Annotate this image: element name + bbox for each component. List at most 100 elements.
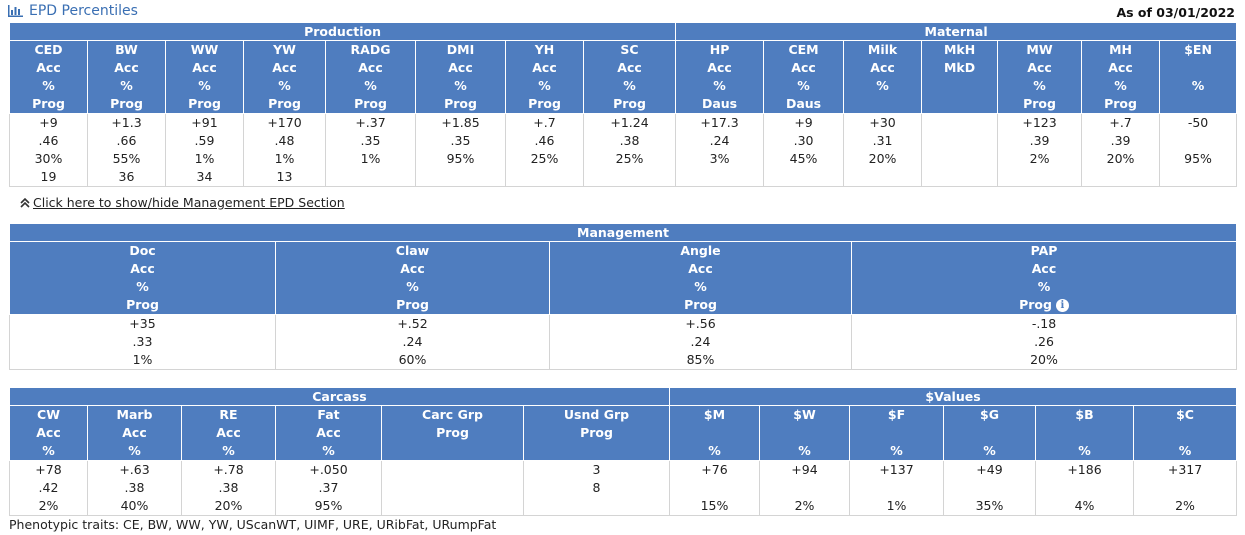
header-line [382,442,523,460]
carcass-values-table: Carcass $Values CW Acc% Marb Acc% RE Acc% Fat A… [9,387,1238,516]
column-header-usnd-grp[interactable]: Usnd Grp Prog [523,405,670,461]
value-line [670,479,759,497]
value-cell-pap: -.18 .26 20% [850,314,1238,370]
value-line: .39 [1029,133,1050,148]
header-line: Acc [1027,60,1052,75]
value-line: .24 [690,334,711,349]
value-line: 34 [196,169,213,184]
column-header-dollar-f[interactable]: $F% [849,405,944,461]
column-header-dmi[interactable]: DMI Acc% Prog [415,40,506,114]
column-header-dollar-b[interactable]: $B% [1035,405,1134,461]
value-line: 95% [446,151,475,166]
header-line: Daus [785,96,822,111]
value-line: 1% [274,151,295,166]
column-header-doc[interactable]: Doc Acc% Prog [9,241,276,315]
header-line: % [322,443,335,458]
value-line: 20% [1106,151,1135,166]
header-line: CEM [788,42,819,57]
header-line: HP [709,42,730,57]
value-line: 95% [314,498,343,513]
info-icon[interactable]: i [1055,299,1069,312]
value-line [524,497,669,515]
column-header-yw[interactable]: YW Acc% Prog [243,40,326,114]
column-header-hp[interactable]: HP Acc% Daus [675,40,765,114]
value-line [1160,168,1236,186]
header-line: % [1033,78,1046,93]
header-line: % [364,78,377,93]
header-line: % [876,78,889,93]
header-line: Acc [114,60,139,75]
header-line: % [708,443,721,458]
group-header-management: Management [8,223,1238,242]
value-line: +9 [794,115,813,130]
header-line: Acc [36,425,61,440]
value-line: +.63 [119,462,150,477]
header-line: Acc [216,425,241,440]
column-header-sc[interactable]: SC Acc% Prog [582,40,677,114]
column-header-yh[interactable]: YH Acc% Prog [505,40,584,114]
header-line: Carc Grp [422,407,483,422]
value-line: 35% [975,498,1004,513]
column-header-bw[interactable]: BW Acc% Prog [87,40,166,114]
value-line: +30 [869,115,896,130]
column-header-angle[interactable]: Angle Acc% Prog [549,241,852,315]
value-line: 20% [868,151,897,166]
header-line: Acc [707,60,732,75]
column-header-ww[interactable]: WW Acc% Prog [165,40,244,114]
column-header-marb[interactable]: Marb Acc% [87,405,182,461]
header-line: Prog [1104,96,1137,111]
value-line: 1% [194,151,215,166]
value-line: 20% [214,498,243,513]
toggle-label: Click here to show/hide Management EPD S… [33,195,345,210]
column-header-milk[interactable]: Milk Acc% [843,40,923,114]
value-line: +.7 [1109,115,1132,130]
header-line: $EN [1184,42,1212,57]
value-line: +317 [1167,462,1203,477]
group-header-values: $Values [668,387,1238,406]
column-header-dollar-w[interactable]: $W% [759,405,850,461]
value-line: 85% [686,352,715,367]
column-header-re[interactable]: RE Acc% [181,405,276,461]
value-cell-carc-grp [381,460,524,516]
value-line: 13 [276,169,293,184]
value-line: .33 [132,334,153,349]
value-cell-dollar-w: +94 2% [759,460,850,516]
column-header-radg[interactable]: RADG Acc% Prog [325,40,416,114]
value-line: +49 [976,462,1003,477]
column-header-mkh[interactable]: MkH MkD [921,40,999,114]
column-header-dollar-c[interactable]: $C% [1132,405,1238,461]
column-header-dollar-en[interactable]: $EN% [1159,40,1238,114]
column-header-ced[interactable]: CED Acc% Prog [9,40,88,114]
column-header-dollar-m[interactable]: $M% [669,405,760,461]
header-line: Prog [188,96,221,111]
header-line: % [1114,78,1127,93]
value-line: 3% [709,151,730,166]
column-header-pap[interactable]: PAP Acc% Prog i [850,241,1238,315]
value-line: +1.3 [111,115,142,130]
value-line: 20% [1030,352,1058,367]
header-line: MW [1026,42,1053,57]
value-line: .31 [872,133,893,148]
column-header-mw[interactable]: MW Acc% Prog [997,40,1083,114]
header-line: Acc [617,60,642,75]
column-header-cw[interactable]: CW Acc% [9,405,88,461]
header-line: % [454,78,467,93]
column-header-cem[interactable]: CEM Acc% Daus [763,40,845,114]
value-cell-doc: +35 .33 1% [9,314,276,370]
column-header-claw[interactable]: Claw Acc% Prog [275,241,550,315]
header-line [1036,424,1133,442]
column-header-dollar-g[interactable]: $G% [943,405,1036,461]
toggle-management-link[interactable]: Click here to show/hide Management EPD S… [20,195,345,210]
header-line: $C [1176,407,1194,422]
value-line: .24 [402,334,423,349]
column-header-carc-grp[interactable]: Carc Grp Prog [381,405,524,461]
column-header-fat[interactable]: Fat Acc% [275,405,382,461]
column-header-mh[interactable]: MH Acc% Prog [1081,40,1161,114]
value-cell-dollar-c: +317 2% [1132,460,1238,516]
header-line: $F [887,407,906,422]
header-line: Prog [436,425,469,440]
value-line [760,479,849,497]
header-line: % [136,279,149,294]
phenotypic-traits-note: Phenotypic traits: CE, BW, WW, YW, UScan… [9,517,497,532]
value-line: 36 [118,169,135,184]
